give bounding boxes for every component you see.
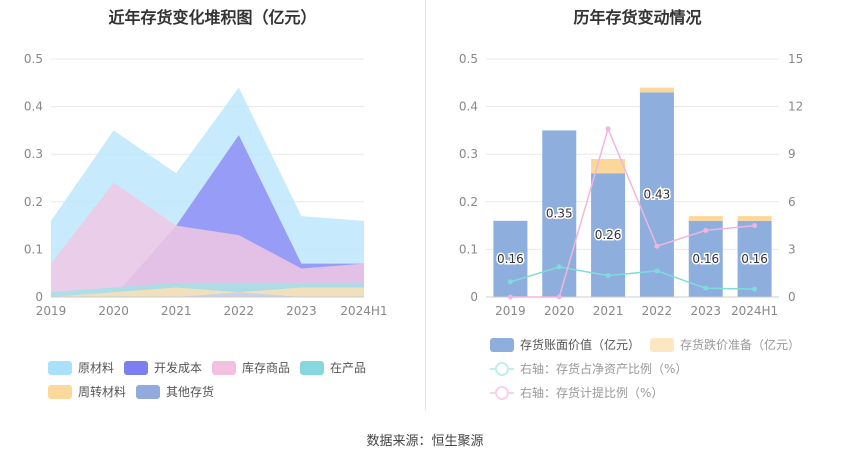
legend-swatch <box>650 337 674 352</box>
x-tick-label: 2020 <box>544 304 575 318</box>
legend-item-development-cost[interactable]: 开发成本 <box>124 359 202 376</box>
line-point <box>507 279 513 285</box>
y-tick-label: 0.5 <box>459 52 478 66</box>
y-tick-label: 0.3 <box>459 147 478 161</box>
y-tick-label: 0.2 <box>459 195 478 209</box>
line-point <box>556 264 562 270</box>
line-series-右轴：存货计提比例（%） <box>510 126 755 298</box>
line-point <box>654 268 660 274</box>
legend-item-provision-ratio[interactable]: 右轴：存货计提比例（%） <box>490 384 663 401</box>
legend-swatch <box>136 384 160 399</box>
legend-label: 原材料 <box>78 361 115 375</box>
bar-data-label: 0.43 <box>644 188 671 202</box>
legend-item-finished-goods[interactable]: 库存商品 <box>212 359 290 376</box>
y2-tick-label: 15 <box>788 52 803 66</box>
bar-data-label: 0.16 <box>497 252 524 266</box>
line-point <box>605 126 611 132</box>
y-tick-label: 0.1 <box>459 242 478 256</box>
bar-book-value <box>737 220 772 297</box>
bar-data-label: 0.16 <box>692 252 719 266</box>
legend-line-marker <box>490 385 514 400</box>
y-tick-label: 0.4 <box>459 100 478 114</box>
area-series-库存商品 <box>51 182 364 297</box>
y2-tick-label: 3 <box>788 242 796 256</box>
legend-label: 存货跌价准备（亿元） <box>680 338 801 352</box>
bar-impairment <box>688 216 723 221</box>
area-series-其他存货 <box>51 292 364 297</box>
y2-tick-label: 9 <box>788 147 796 161</box>
y-tick-label: 0.1 <box>24 242 43 256</box>
line-point <box>752 223 758 229</box>
legend-swatch <box>48 360 72 375</box>
legend-label: 在产品 <box>330 361 367 375</box>
legend-item-work-in-progress[interactable]: 在产品 <box>300 359 366 376</box>
legend-label: 右轴：存货计提比例（%） <box>520 386 664 400</box>
right-bar-line-chart: 0 0.1 0.2 0.3 0.4 0.5 0 3 6 9 12 15 2019 2020 2021 2022… <box>459 52 803 318</box>
right-chart-title: 历年存货变动情况 <box>573 8 702 27</box>
line-point <box>703 227 709 233</box>
bar-data-label: 0.35 <box>546 207 573 221</box>
legend-swatch <box>212 360 236 375</box>
line-point <box>556 294 562 300</box>
y-tick-label: 0.4 <box>24 100 43 114</box>
legend-line-marker <box>490 361 514 376</box>
legend-swatch <box>490 337 514 352</box>
legend-item-book-value[interactable]: 存货账面价值（亿元） <box>490 336 640 353</box>
legend-item-other-inventory[interactable]: 其他存货 <box>136 383 214 400</box>
legend-label: 存货账面价值（亿元） <box>520 338 641 352</box>
line-point <box>752 286 758 292</box>
bar-impairment <box>737 216 772 221</box>
line-point <box>654 243 660 249</box>
area-series-周转材料 <box>51 287 364 297</box>
x-tick-label: 2024H1 <box>340 304 387 318</box>
legend-label: 其他存货 <box>166 385 215 399</box>
bar-data-label: 0.26 <box>595 228 622 242</box>
legend-label: 周转材料 <box>78 385 127 399</box>
x-tick-label: 2022 <box>642 304 673 318</box>
x-tick-label: 2023 <box>690 304 721 318</box>
y2-tick-label: 0 <box>788 290 796 304</box>
bar-impairment <box>591 158 626 174</box>
legend-label: 库存商品 <box>242 361 291 375</box>
x-tick-label: 2022 <box>224 304 255 318</box>
legend-item-revolving-material[interactable]: 周转材料 <box>48 383 126 400</box>
x-tick-label: 2019 <box>495 304 526 318</box>
y2-tick-label: 6 <box>788 195 796 209</box>
x-tick-label: 2020 <box>98 304 129 318</box>
legend-item-inventory-to-net-assets[interactable]: 右轴：存货占净资产比例（%） <box>490 360 687 377</box>
line-point <box>605 273 611 279</box>
x-tick-label: 2024H1 <box>731 304 778 318</box>
x-tick-label: 2021 <box>593 304 624 318</box>
y-tick-label: 0.5 <box>24 52 43 66</box>
x-tick-label: 2023 <box>286 304 317 318</box>
area-series-开发成本 <box>51 135 364 297</box>
y2-tick-label: 12 <box>788 100 803 114</box>
legend-swatch <box>124 360 148 375</box>
left-stacked-area-chart: 0 0.1 0.2 0.3 0.4 0.5 2019 2020 2021 2022 2023 2024… <box>24 52 388 318</box>
panel-divider <box>425 0 426 410</box>
line-point <box>703 285 709 291</box>
legend-swatch <box>300 360 324 375</box>
legend-item-raw-material[interactable]: 原材料 <box>48 359 114 376</box>
x-tick-label: 2021 <box>161 304 192 318</box>
legend-label: 右轴：存货占净资产比例（%） <box>520 362 688 376</box>
bar-data-label: 0.16 <box>741 252 768 266</box>
y-tick-label: 0 <box>470 290 478 304</box>
x-tick-label: 2019 <box>36 304 67 318</box>
line-series-右轴：存货占净资产比例（%） <box>510 266 755 290</box>
legend-item-impairment[interactable]: 存货跌价准备（亿元） <box>650 336 800 353</box>
legend-label: 开发成本 <box>154 361 203 375</box>
data-source: 数据来源：恒生聚源 <box>366 434 484 449</box>
y-tick-label: 0.3 <box>24 147 43 161</box>
y-tick-label: 0 <box>35 290 43 304</box>
line-point <box>507 294 513 300</box>
bar-impairment <box>639 87 674 93</box>
bar-book-value <box>639 92 674 297</box>
y-tick-label: 0.2 <box>24 195 43 209</box>
legend-swatch <box>48 384 72 399</box>
left-chart-title: 近年存货变化堆积图（亿元） <box>108 8 317 27</box>
